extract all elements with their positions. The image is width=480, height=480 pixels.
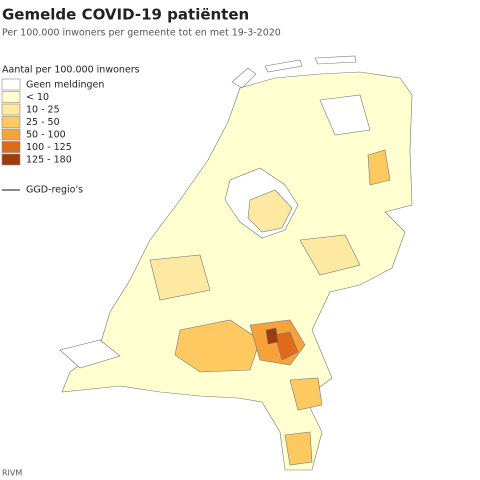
legend-label: GGD-regio's bbox=[26, 185, 83, 196]
country bbox=[61, 71, 413, 471]
legend-swatch bbox=[1, 78, 21, 91]
subtitle: Per 100.000 inwoners per gemeente tot en… bbox=[2, 28, 281, 39]
area bbox=[149, 254, 211, 301]
legend-swatch bbox=[1, 153, 21, 166]
legend-swatch bbox=[1, 141, 21, 153]
area bbox=[299, 234, 361, 276]
area bbox=[174, 319, 261, 373]
area bbox=[367, 149, 391, 186]
zeeland-water bbox=[59, 339, 121, 369]
area bbox=[265, 327, 279, 345]
title: Gemelde COVID-19 patiënten bbox=[2, 6, 249, 24]
legend-label: < 10 bbox=[26, 92, 49, 103]
legend-label: 100 - 125 bbox=[26, 142, 72, 153]
legend-title: Aantal per 100.000 inwoners bbox=[2, 65, 140, 76]
legend-swatch bbox=[1, 128, 21, 141]
island bbox=[264, 59, 303, 73]
legend-label: 25 - 50 bbox=[26, 117, 60, 128]
legend-swatch bbox=[1, 116, 21, 128]
island bbox=[231, 67, 257, 89]
legend-label: Geen meldingen bbox=[26, 80, 104, 91]
area bbox=[284, 431, 313, 466]
island bbox=[314, 55, 357, 65]
legend-swatch bbox=[1, 91, 21, 103]
legend-label: 10 - 25 bbox=[26, 105, 60, 116]
source: RIVM bbox=[2, 469, 22, 478]
area bbox=[274, 331, 299, 361]
area bbox=[319, 94, 371, 136]
legend: Aantal per 100.000 inwoners GGD-regio's … bbox=[1, 65, 140, 196]
map bbox=[59, 55, 413, 471]
area bbox=[289, 377, 323, 411]
legend-label: 50 - 100 bbox=[26, 130, 66, 141]
flevoland bbox=[247, 189, 293, 233]
legend-swatch bbox=[1, 103, 21, 116]
legend-label: 125 - 180 bbox=[26, 155, 72, 166]
